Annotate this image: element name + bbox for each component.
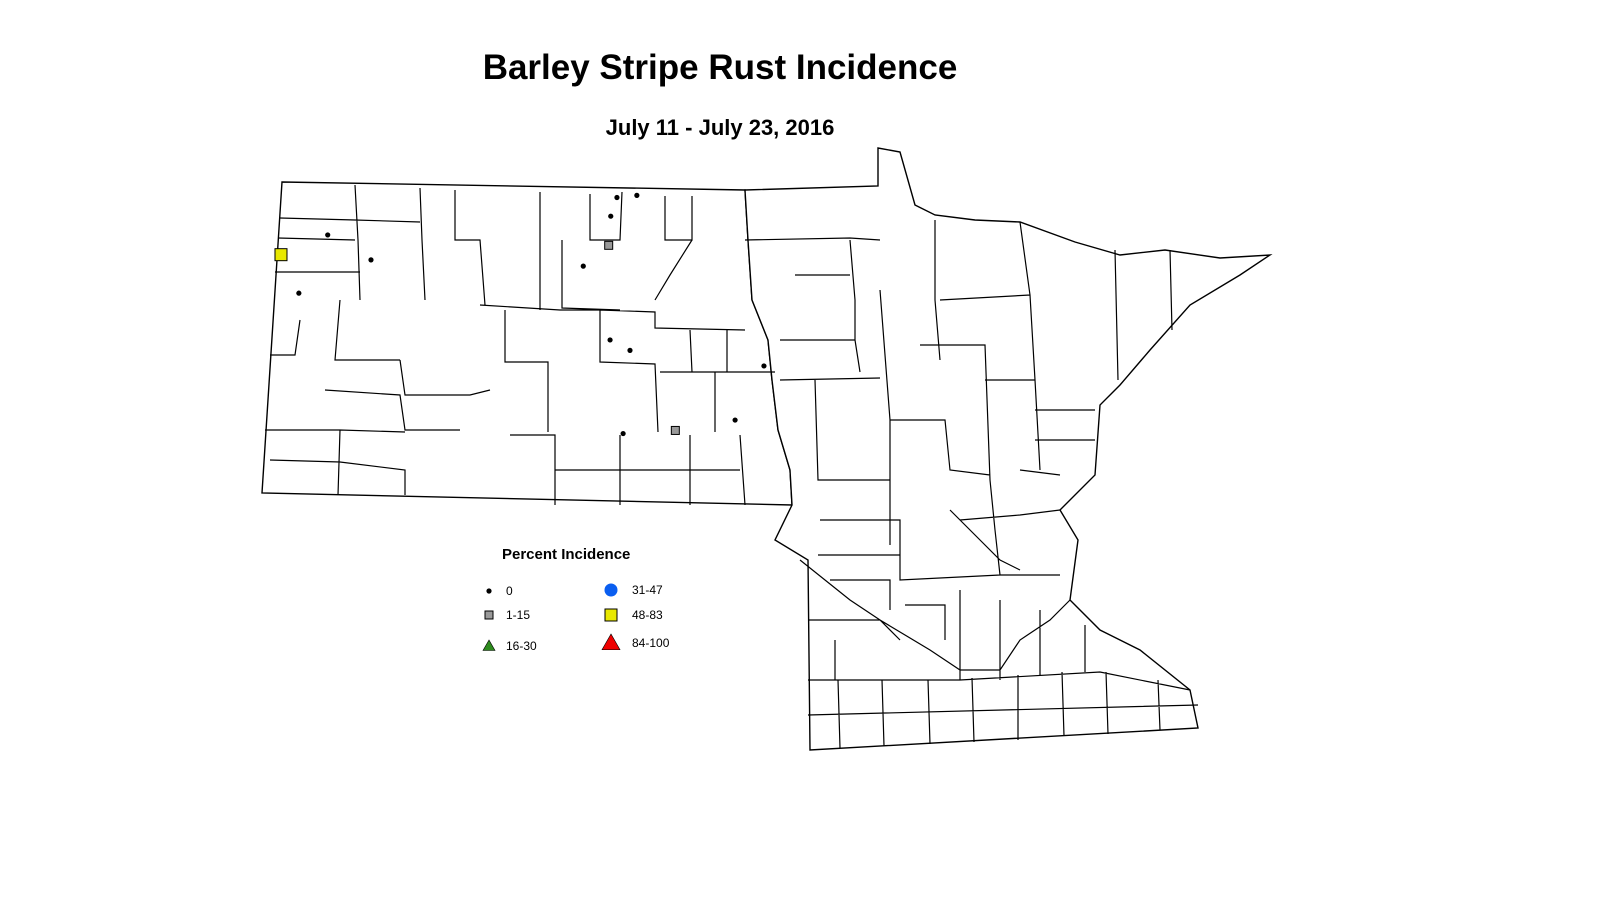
legend-label: 31-47 <box>632 583 663 597</box>
observation-points <box>274 192 767 437</box>
observation-point <box>614 194 620 201</box>
observation-point <box>608 213 614 219</box>
map-subtitle: July 11 - July 23, 2016 <box>605 115 835 140</box>
legend-label: 1-15 <box>506 608 530 622</box>
legend-symbol-square <box>484 610 494 620</box>
legend-label: 84-100 <box>632 636 670 650</box>
minnesota <box>744 147 1273 751</box>
legend: Percent Incidence 0 1-15 16-30 31-47 48-83 84… <box>482 546 670 653</box>
observation-point <box>607 337 613 343</box>
observation-point <box>732 417 738 423</box>
county-lines <box>265 184 1199 749</box>
observation-point <box>604 240 614 250</box>
observation-point <box>580 263 586 269</box>
observation-point <box>368 257 374 263</box>
map-title: Barley Stripe Rust Incidence <box>482 48 958 87</box>
observation-point <box>274 248 288 262</box>
observation-point <box>761 363 767 369</box>
observation-point <box>296 290 302 296</box>
north-dakota <box>261 181 793 506</box>
legend-title: Percent Incidence <box>502 546 630 563</box>
legend-symbol-triangle <box>482 639 496 651</box>
legend-label: 0 <box>506 584 513 598</box>
observation-point <box>627 347 633 353</box>
observation-point <box>670 425 680 435</box>
legend-symbol-circle <box>604 583 618 597</box>
legend-symbol-triangle <box>601 633 621 651</box>
observation-point <box>634 192 640 198</box>
observation-point <box>325 232 331 238</box>
legend-label: 48-83 <box>632 608 663 622</box>
observation-point <box>620 430 626 437</box>
legend-label: 16-30 <box>506 639 537 653</box>
legend-symbol-square <box>604 608 618 622</box>
legend-symbol-dot <box>486 588 492 594</box>
